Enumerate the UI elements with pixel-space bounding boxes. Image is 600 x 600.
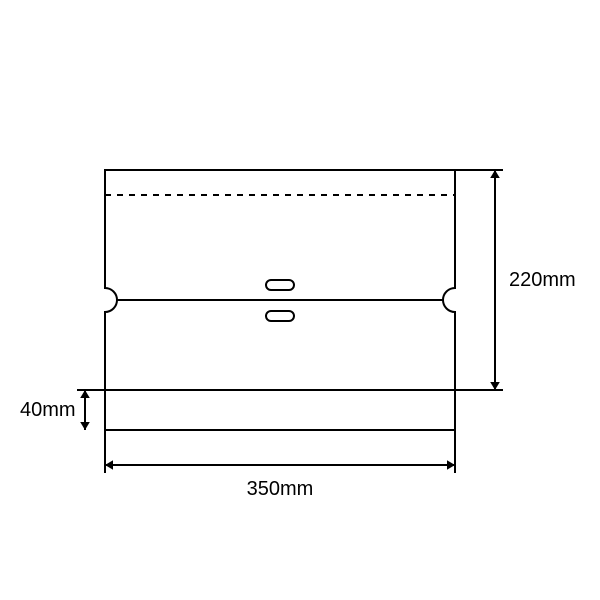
dim-label-width: 350mm: [247, 478, 314, 500]
handle-slot-0: [266, 280, 294, 290]
arrowhead: [447, 460, 455, 470]
technical-drawing: 220mm 40mm 350mm: [0, 0, 600, 600]
arrowhead: [490, 170, 500, 178]
arrowhead: [80, 422, 90, 430]
dim-label-strip: 40mm: [20, 399, 76, 421]
arrowhead: [80, 390, 90, 398]
handle-slot-1: [266, 311, 294, 321]
arrowhead: [105, 460, 113, 470]
arrowhead: [490, 382, 500, 390]
dim-label-height: 220mm: [509, 269, 576, 291]
